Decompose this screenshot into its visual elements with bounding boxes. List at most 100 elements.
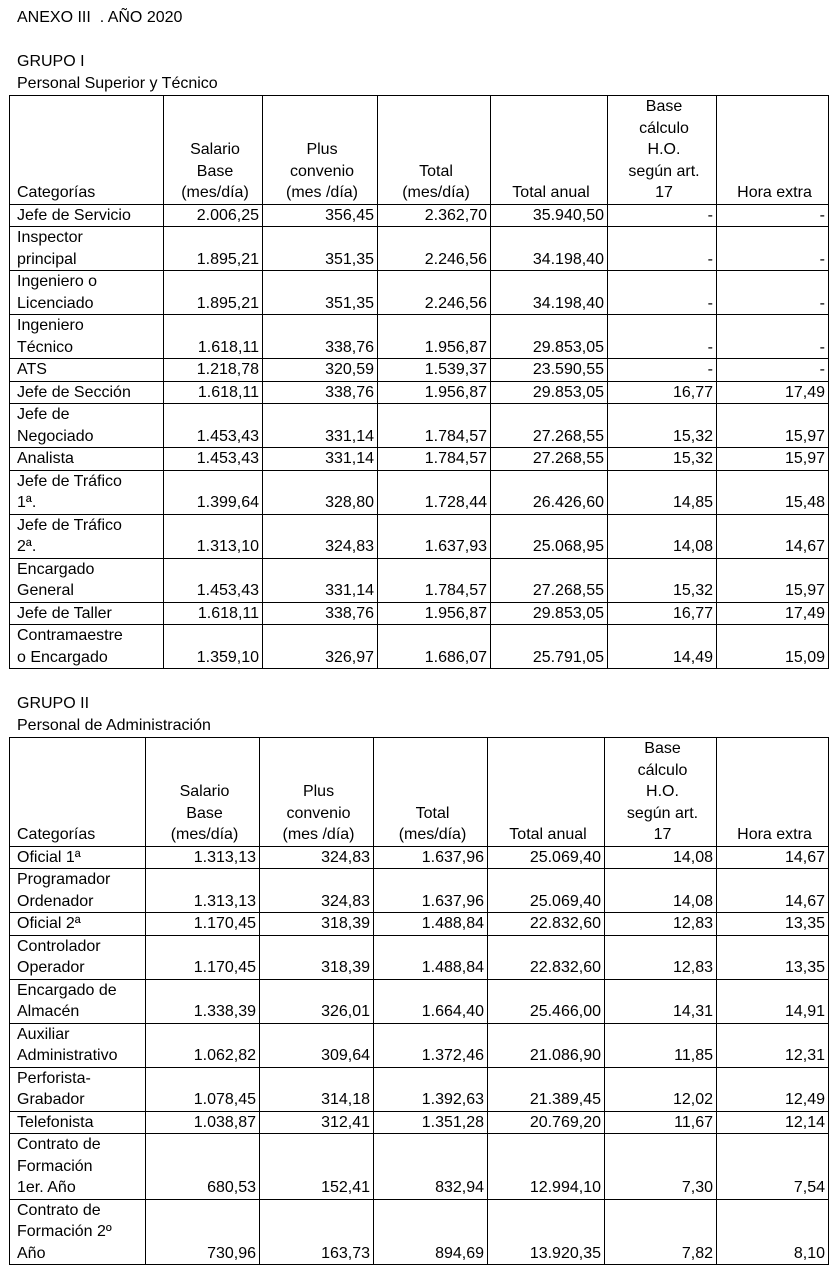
- data-row: Encargado de Almacén 1.338,39 326,01 1.664,4…: [9, 978, 829, 1024]
- header-cell: Categorías: [9, 95, 164, 205]
- group-subtitle: Personal de Administración: [17, 717, 211, 734]
- value-cell: 312,41: [259, 1110, 374, 1134]
- value-cell: 15,48: [716, 469, 829, 515]
- value-cell: 1.399,64: [163, 469, 263, 515]
- value-cell: 1.784,57: [377, 557, 491, 603]
- header-line: cálculo: [637, 761, 688, 779]
- header-line: (mes/día): [398, 826, 467, 843]
- header-cell: Total anual: [490, 95, 608, 205]
- category-cell: Oficial 2ª: [9, 912, 146, 936]
- data-row: Encargado General 1.453,43 331,14 1.784,57 27…: [9, 557, 829, 603]
- value-cell: 14,49: [607, 624, 717, 669]
- value-cell: 318,39: [259, 934, 374, 980]
- category-cell: Oficial 1ª: [9, 845, 146, 869]
- category-cell: Contramaestre o Encargado: [9, 624, 164, 669]
- value-cell: -: [607, 314, 717, 359]
- data-row: Auxiliar Administrativo 1.062,82 309,64 1.37…: [9, 1022, 829, 1068]
- value-cell: 1.372,46: [373, 1022, 488, 1068]
- category-cell: Jefe de Tráfico 2ª.: [9, 513, 164, 559]
- category-line: Encargado: [17, 560, 95, 578]
- value-cell: 29.853,05: [490, 601, 608, 625]
- category-line: Formación 2º: [17, 1223, 112, 1240]
- data-row: Telefonista 1.038,87 312,41 1.351,28 20.769,…: [9, 1110, 829, 1134]
- value-cell: 12,14: [716, 1110, 829, 1134]
- header-cell: Hora extra: [716, 737, 829, 847]
- category-line: Ingeniero: [17, 317, 84, 334]
- value-cell: 13,35: [716, 934, 829, 980]
- category-line: Negociado: [17, 427, 94, 445]
- category-line: Auxiliar: [17, 1025, 70, 1043]
- value-cell: 331,14: [262, 557, 378, 603]
- value-cell: 680,53: [145, 1133, 260, 1200]
- value-cell: 13.920,35: [487, 1198, 605, 1265]
- category-cell: Inspector principal: [9, 226, 164, 271]
- category-cell: Perforista- Grabador: [9, 1066, 146, 1112]
- header-line: Base: [186, 804, 223, 822]
- value-cell: 17,49: [716, 601, 829, 625]
- category-line: Grabador: [17, 1091, 85, 1108]
- data-row: ATS 1.218,78 320,59 1.539,37 23.590,55- -: [9, 358, 829, 382]
- value-cell: 21.389,45: [487, 1066, 605, 1112]
- value-cell: 1.895,21: [163, 226, 263, 271]
- value-cell: 730,96: [145, 1198, 260, 1265]
- value-cell: 1.351,28: [373, 1110, 488, 1134]
- value-cell: 14,08: [607, 513, 717, 559]
- value-cell: 1.618,11: [163, 380, 263, 404]
- category-line: o Encargado: [17, 648, 108, 666]
- value-cell: 163,73: [259, 1198, 374, 1265]
- category-cell: Encargado General: [9, 557, 164, 603]
- value-cell: 314,18: [259, 1066, 374, 1112]
- value-cell: 12,31: [716, 1022, 829, 1068]
- value-cell: 1.453,43: [163, 403, 263, 448]
- value-cell: -: [607, 358, 717, 382]
- category-cell: Ingeniero o Licenciado: [9, 270, 164, 315]
- category-line: Jefe de Servicio: [17, 206, 131, 224]
- category-cell: Contrato de Formación 1er. Año: [9, 1133, 146, 1200]
- value-cell: 351,35: [262, 226, 378, 271]
- value-cell: 13,35: [716, 912, 829, 936]
- value-cell: 34.198,40: [490, 270, 608, 315]
- value-cell: 16,77: [607, 380, 717, 404]
- value-cell: 14,67: [716, 845, 829, 869]
- header-line: Base: [645, 98, 683, 115]
- value-cell: 14,08: [604, 845, 717, 869]
- value-cell: 14,67: [716, 513, 829, 559]
- value-cell: 27.268,55: [490, 557, 608, 603]
- header-line: Total anual: [509, 826, 587, 843]
- category-line: Año: [17, 1244, 46, 1262]
- value-cell: 1.686,07: [377, 624, 491, 669]
- category-line: Telefonista: [17, 1113, 94, 1131]
- value-cell: 324,83: [259, 845, 374, 869]
- value-cell: 14,31: [604, 978, 717, 1024]
- category-cell: Programador Ordenador: [9, 868, 146, 913]
- header-line: convenio: [289, 162, 355, 180]
- data-row: Oficial 1ª 1.313,13 324,83 1.637,96 25.069,4…: [9, 845, 829, 869]
- data-row: Jefe de Sección 1.618,11 338,76 1.956,87 29.…: [9, 380, 829, 404]
- data-row: Controlador Operador 1.170,45 318,39 1.488,8…: [9, 934, 829, 980]
- data-row: Oficial 2ª 1.170,45 318,39 1.488,84 22.832,6…: [9, 912, 829, 936]
- value-cell: 22.832,60: [487, 934, 605, 980]
- header-cell: Hora extra: [716, 95, 829, 205]
- category-line: 1er. Año: [17, 1179, 76, 1196]
- value-cell: -: [716, 358, 829, 382]
- value-cell: 1.038,87: [145, 1110, 260, 1134]
- value-cell: 15,32: [607, 403, 717, 448]
- category-line: Inspector: [17, 229, 83, 246]
- value-cell: 1.313,10: [163, 513, 263, 559]
- data-row: Contramaestre o Encargado 1.359,10 326,97 1.…: [9, 624, 829, 669]
- value-cell: 1.618,11: [163, 601, 263, 625]
- header-cell: Base cálculo H.O. según art. 17: [604, 737, 717, 847]
- value-cell: 20.769,20: [487, 1110, 605, 1134]
- value-cell: -: [716, 270, 829, 315]
- value-cell: 29.853,05: [490, 380, 608, 404]
- value-cell: 21.086,90: [487, 1022, 605, 1068]
- value-cell: 15,97: [716, 403, 829, 448]
- value-cell: 25.069,40: [487, 845, 605, 869]
- header-line: Plus: [306, 141, 338, 158]
- value-cell: 1.637,93: [377, 513, 491, 559]
- value-cell: 27.268,55: [490, 403, 608, 448]
- category-line: Programador: [17, 871, 111, 888]
- data-row: Jefe de Tráfico 2ª. 1.313,10 324,83 1.637,93…: [9, 513, 829, 559]
- header-line: Salario: [190, 141, 240, 158]
